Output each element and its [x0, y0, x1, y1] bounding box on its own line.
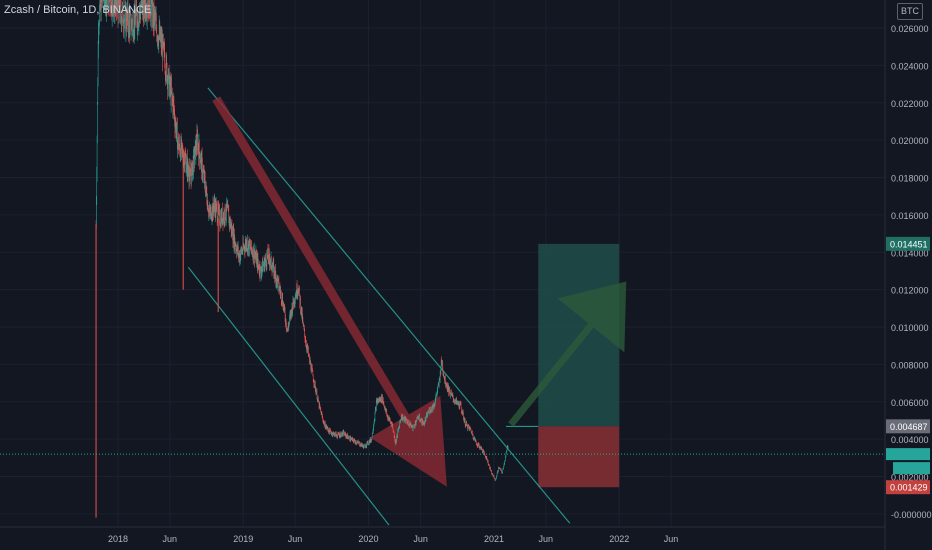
symbol-title: Zcash / Bitcoin, 1D, BINANCE [4, 4, 152, 16]
countdown-badge [893, 462, 930, 475]
x-tick-label: 2019 [233, 534, 253, 544]
y-tick-label: 0.022000 [891, 99, 929, 109]
stop-price-label: 0.001429 [890, 483, 928, 493]
channel-upper-line [207, 87, 571, 524]
target-price-label: 0.014451 [890, 239, 928, 249]
y-tick-label: 0.018000 [891, 174, 929, 184]
y-tick-label: 0.002000 [891, 473, 929, 483]
channel-lower-line [187, 266, 390, 526]
currency-button[interactable]: BTC [897, 3, 923, 20]
entry-price-label-bg [886, 419, 930, 434]
y-tick-label: 0.012000 [891, 286, 929, 296]
uptrend-arrow [508, 281, 627, 427]
x-tick-label: Jun [539, 534, 554, 544]
y-tick-label: 0.004000 [891, 435, 929, 445]
x-tick-label: 2022 [609, 534, 629, 544]
x-tick-label: Jun [413, 534, 428, 544]
entry-price-label: 0.004687 [890, 422, 928, 432]
target-price-label-bg [886, 236, 930, 251]
y-tick-label: 0.020000 [891, 136, 929, 146]
last-price-badge [886, 448, 930, 461]
x-tick-label: Jun [664, 534, 679, 544]
x-tick-label: 2018 [108, 534, 128, 544]
y-tick-label: 0.006000 [891, 398, 929, 408]
x-tick-label: 2021 [484, 534, 504, 544]
x-tick-label: Jun [288, 534, 303, 544]
y-tick-label: 0.024000 [891, 61, 929, 71]
y-tick-label: 0.010000 [891, 323, 929, 333]
y-tick-label: 0.014000 [891, 248, 929, 258]
stop-price-label-bg [886, 480, 930, 495]
y-tick-label: 0.016000 [891, 211, 929, 221]
y-tick-label: -0.000000 [891, 510, 932, 520]
stop-zone [538, 426, 620, 488]
y-tick-label: 0.026000 [891, 24, 929, 34]
y-tick-label: 0.008000 [891, 360, 929, 370]
x-tick-label: 2020 [358, 534, 378, 544]
downtrend-arrow [212, 96, 447, 487]
x-tick-label: Jun [163, 534, 178, 544]
candles [95, 0, 509, 518]
